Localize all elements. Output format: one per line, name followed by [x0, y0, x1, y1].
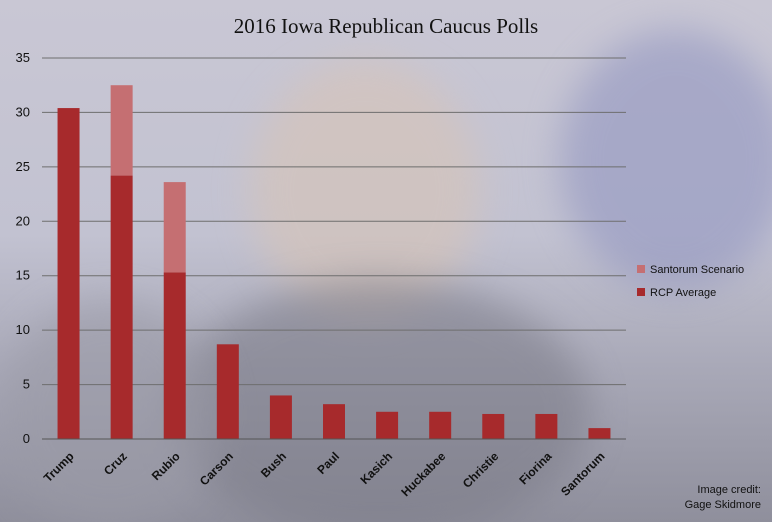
gridlines	[42, 57, 626, 386]
y-tick-label-30: 30	[16, 104, 30, 119]
y-tick-label-10: 10	[16, 322, 30, 337]
bar-bush-rcp-average	[269, 395, 292, 439]
x-tick-label-christie: Christie	[460, 449, 502, 491]
y-tick-label-20: 20	[16, 213, 30, 228]
bar-santorum-rcp-average	[588, 428, 611, 439]
bar-cruz-rcp-average	[110, 175, 133, 439]
x-tick-label-santorum: Santorum	[558, 449, 608, 499]
x-tick-label-huckabee: Huckabee	[398, 449, 448, 499]
legend-swatch-rcp-average	[637, 288, 645, 296]
bar-paul-rcp-average	[323, 404, 345, 439]
bar-kasich-rcp-average	[376, 411, 399, 439]
x-tick-label-paul: Paul	[314, 449, 342, 477]
legend-label-santorum-scenario: Santorum Scenario	[650, 264, 744, 276]
legend: Santorum Scenario RCP Average	[637, 264, 744, 299]
bar-huckabee-rcp-average	[429, 411, 452, 439]
x-tick-label-cruz: Cruz	[101, 449, 130, 478]
bar-trump-rcp-average	[57, 108, 80, 440]
x-tick-label-rubio: Rubio	[149, 449, 183, 483]
bar-rubio-santorum-scenario	[163, 182, 186, 273]
x-tick-label-fiorina: Fiorina	[516, 449, 554, 487]
background-photo-blue	[560, 30, 772, 290]
bar-christie-rcp-average	[482, 413, 505, 439]
x-tick-label-trump: Trump	[41, 449, 77, 485]
image-credit-name: Gage Skidmore	[685, 499, 761, 511]
y-axis-ticks: 0 5 10 15 20 25 30 35	[16, 50, 30, 446]
y-tick-label-0: 0	[23, 431, 30, 446]
image-credit-label: Image credit:	[697, 484, 761, 496]
legend-label-rcp-average: RCP Average	[650, 287, 716, 299]
bar-fiorina-rcp-average	[535, 413, 558, 439]
bar-cruz-santorum-scenario	[110, 85, 133, 176]
y-tick-label-5: 5	[23, 377, 30, 392]
bars	[57, 85, 611, 440]
y-tick-label-15: 15	[16, 268, 30, 283]
x-axis-ticks: Trump Cruz Rubio Carson Bush Paul Kasich Huckab…	[41, 449, 608, 499]
background-photo-suit	[170, 280, 590, 522]
x-tick-label-bush: Bush	[258, 449, 289, 480]
background-photo-face	[250, 60, 480, 320]
bar-rubio-rcp-average	[163, 272, 186, 439]
legend-swatch-santorum-scenario	[637, 265, 645, 273]
bar-carson-rcp-average	[216, 344, 239, 439]
y-tick-label-25: 25	[16, 159, 30, 174]
y-tick-label-35: 35	[16, 50, 30, 65]
x-tick-label-carson: Carson	[197, 449, 236, 488]
chart-title: 2016 Iowa Republican Caucus Polls	[234, 14, 538, 38]
x-tick-label-kasich: Kasich	[357, 449, 395, 487]
